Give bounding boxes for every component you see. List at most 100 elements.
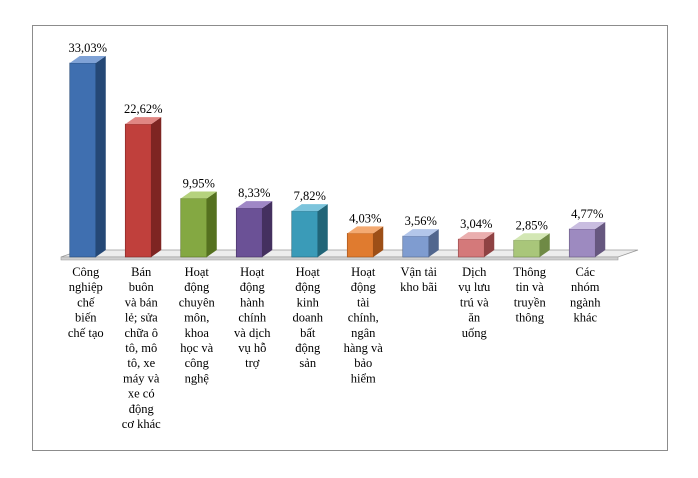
bar-top — [125, 117, 162, 125]
bar-side — [484, 232, 495, 257]
bar-side — [262, 201, 273, 257]
category-label-line: công — [185, 356, 210, 370]
data-label: 4,77% — [571, 207, 603, 221]
category-label-line: sản — [299, 356, 316, 370]
category-label-line: trú và — [460, 295, 489, 309]
category-label-line: ngành — [570, 295, 601, 309]
category-label-line: kho bãi — [400, 280, 438, 294]
category-label-line: nhóm — [571, 280, 600, 294]
category-label: Công nghiệp chế biến chế tạo — [68, 265, 104, 340]
bar-side — [595, 221, 606, 257]
bar — [568, 221, 606, 258]
bar — [513, 233, 550, 258]
category-label-line: động — [295, 280, 321, 294]
bar-side — [373, 226, 384, 257]
bar-front — [402, 235, 430, 258]
bar-front — [235, 207, 263, 258]
category-label-line: máy và — [123, 371, 160, 385]
category-label: Vận tải kho bãi — [400, 265, 438, 294]
category-label-line: lẻ; sửa — [125, 311, 158, 325]
category-label-line: bất — [300, 326, 316, 340]
bar — [69, 56, 106, 258]
bar — [346, 226, 384, 258]
category-label-line: chữa ô — [125, 326, 159, 340]
category-label-line: trợ — [245, 356, 260, 370]
bar-front — [291, 210, 319, 258]
category-label-line: chuyên — [179, 295, 216, 309]
data-label: 7,82% — [294, 189, 326, 203]
bar-front — [124, 123, 152, 258]
category-label-line: tô, xe — [127, 356, 155, 370]
bar — [235, 201, 273, 258]
bar — [180, 191, 217, 258]
category-label-line: Vận tải — [401, 265, 438, 279]
category-label-line: chế tạo — [68, 326, 104, 340]
category-label-line: Các — [576, 265, 596, 279]
data-label: 22,62% — [124, 102, 163, 116]
category-label-line: Dịch — [462, 265, 487, 279]
category-label-line: Hoạt — [296, 265, 321, 279]
bar-top — [513, 233, 550, 241]
bar — [124, 117, 162, 258]
category-label-line: ăn — [468, 311, 481, 325]
category-label-line: Hoạt — [351, 265, 376, 279]
category-label-line: biến — [75, 311, 97, 325]
bar — [457, 232, 495, 258]
category-label-line: hành — [240, 295, 265, 309]
category-label-line: động — [240, 280, 266, 294]
category-label-line: kinh — [297, 295, 320, 309]
category-label-line: hiểm — [351, 371, 376, 385]
category-label-line: ngân — [351, 326, 376, 340]
data-label: 3,04% — [460, 217, 492, 231]
category-label-line: nghệ — [185, 371, 210, 385]
category-label-line: vụ hỗ — [238, 341, 266, 355]
category-label-line: Thông — [513, 265, 546, 279]
category-label-line: và bán — [125, 295, 159, 309]
category-label-line: tô, mô — [125, 341, 157, 355]
category-label: Hoạt động hành chính và dịch vụ hỗ trợ — [234, 265, 271, 370]
bar-side — [428, 229, 439, 257]
category-label-line: thông — [516, 311, 545, 325]
category-label-line: và dịch — [234, 326, 271, 340]
data-label: 8,33% — [238, 186, 270, 200]
category-label: Hoạt động chuyên môn, khoa học và công nghệ — [179, 265, 216, 385]
category-label: Hoạt động kinh doanh bất động sản — [292, 265, 323, 370]
bar-side — [95, 56, 106, 257]
bar-top — [69, 56, 106, 63]
category-label-line: khác — [573, 311, 597, 325]
category-label-line: truyền — [514, 295, 547, 309]
bar-top — [180, 191, 217, 199]
category-label-line: tài — [357, 295, 370, 309]
category-label-line: vụ lưu — [458, 280, 491, 294]
bar — [402, 229, 439, 258]
category-label-line: doanh — [292, 311, 323, 325]
category-label-line: khoa — [185, 326, 210, 340]
category-label: Hoạt động tài chính, ngân hàng và bảo hiểm — [344, 265, 384, 385]
bar-front — [457, 238, 485, 258]
bar-top — [291, 204, 328, 212]
category-label-line: Hoạt — [240, 265, 265, 279]
data-label-group: 33,03% 22,62% 9,95% 8,33% 7,82% 4,03% 3,56% 3,0… — [68, 41, 603, 232]
category-label: Thông tin và truyền thông — [513, 265, 546, 325]
category-label-line: buôn — [129, 280, 155, 294]
category-label-line: Bán — [131, 265, 152, 279]
bar-top — [402, 229, 439, 237]
category-label-line: Công — [72, 265, 100, 279]
category-label: Bán buôn và bán lẻ; sửa chữa ô tô, mô tô, xe má… — [122, 265, 161, 431]
category-label-line: bảo — [354, 356, 372, 370]
bar-front — [180, 198, 208, 258]
bar-top — [458, 232, 495, 240]
data-label: 2,85% — [516, 218, 548, 232]
bar-top — [347, 226, 384, 234]
bar — [291, 204, 328, 258]
category-label-line: chính, — [348, 311, 379, 325]
category-label-line: động — [351, 280, 377, 294]
data-label: 9,95% — [183, 177, 215, 191]
category-label-line: môn, — [184, 311, 209, 325]
bar-front — [346, 233, 374, 258]
bar-group — [69, 56, 606, 258]
data-label: 33,03% — [68, 41, 107, 55]
bar-front — [513, 239, 541, 258]
data-label: 4,03% — [349, 211, 381, 225]
